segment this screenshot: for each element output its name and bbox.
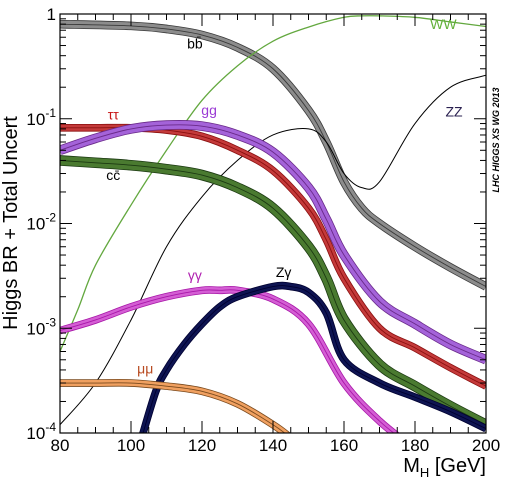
series-4-line [60, 124, 486, 361]
series-curves [60, 15, 486, 433]
series-label: μμ [137, 360, 153, 376]
x-tick-label: 160 [330, 436, 358, 455]
series-label: cc̄ [106, 167, 120, 183]
series-label: ZZ [445, 104, 463, 120]
series-labels: bb̄ WW ZZ ττ gg cc̄ γγ Zγ μμ [106, 16, 463, 377]
x-tick-label: 140 [259, 436, 287, 455]
series-label: gg [201, 102, 217, 118]
series-label: WW [430, 16, 457, 32]
series-6-line [60, 289, 395, 433]
y-tick-label: 10-3 [26, 315, 56, 338]
x-tick-label: 180 [401, 436, 429, 455]
y-tick-label: 1 [47, 5, 56, 24]
series-label: γγ [188, 267, 202, 283]
series-8-band-outline [60, 378, 291, 433]
y-axis-title: Higgs BR + Total Uncert [0, 116, 22, 330]
x-axis-title-unit: [GeV] [429, 455, 486, 477]
axes [59, 13, 487, 434]
series-0-line [60, 23, 486, 287]
plot-frame [59, 13, 487, 434]
y-tick-label: 10-2 [26, 211, 56, 234]
series-label: Zγ [276, 264, 292, 280]
series-7-line [142, 285, 486, 433]
series-1-line [60, 15, 486, 352]
x-tick-label: 120 [188, 436, 216, 455]
x-tick-label: 100 [117, 436, 145, 455]
x-tick-label: 200 [472, 436, 500, 455]
series-5-line [60, 159, 486, 426]
y-tick-label: 10-4 [26, 420, 56, 443]
x-axis-ticks: 80 100 120 140 160 180 200 [51, 14, 500, 455]
y-tick-label: 10-1 [26, 106, 56, 129]
series-label: bb̄ [187, 35, 203, 51]
y-axis-ticks: 1 10-1 10-2 10-3 10-4 [26, 5, 486, 443]
x-axis-title-main: M [403, 455, 420, 477]
x-axis-title: MH [GeV] [403, 455, 486, 480]
series-8-line [60, 382, 286, 433]
x-tick-label: 80 [51, 436, 70, 455]
series-label: ττ [108, 107, 120, 123]
x-axis-title-sub: H [420, 465, 429, 480]
watermark: LHC HIGGS XS WG 2013 [491, 87, 501, 192]
